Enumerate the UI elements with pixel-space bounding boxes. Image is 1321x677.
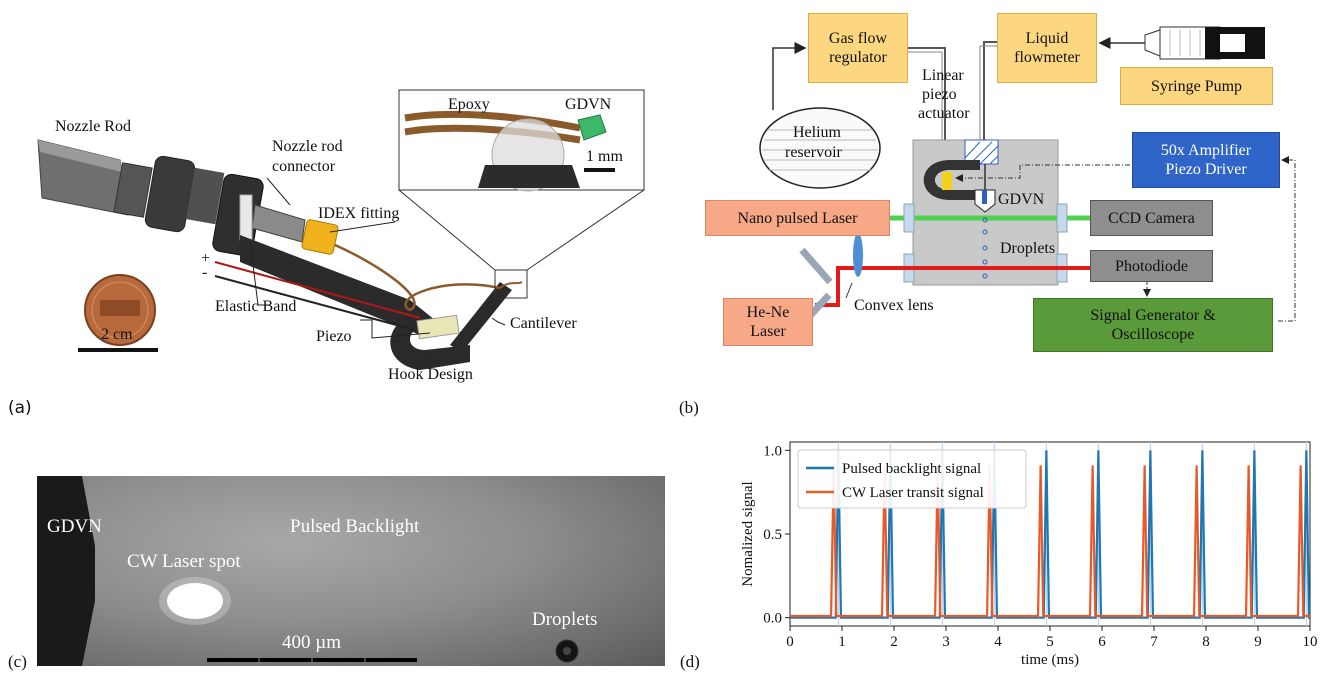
gas-flow-regulator-box: Gas flow regulator bbox=[808, 13, 908, 83]
inset-gdvn-label: GDVN bbox=[565, 96, 612, 113]
nozzle-rod-connector bbox=[251, 204, 306, 243]
panel-b-label: (b) bbox=[679, 398, 699, 417]
y-axis-label: Nomalized signal bbox=[740, 481, 756, 586]
panel-a-illustration bbox=[37, 89, 645, 370]
u-shaped-magnet bbox=[923, 160, 980, 200]
amplifier-label-1: 50x Amplifier bbox=[1160, 142, 1252, 159]
holder-arm bbox=[240, 235, 435, 335]
inset-scale-label: 1 mm bbox=[586, 148, 623, 165]
x-tick-label-1: 1 bbox=[838, 634, 846, 650]
panel-d-label: (d) bbox=[680, 652, 700, 671]
x-tick-label-4: 4 bbox=[994, 634, 1002, 650]
minus-sign: - bbox=[202, 264, 208, 281]
idex-fitting-label: IDEX fitting bbox=[318, 205, 400, 222]
panel-b-connectors bbox=[759, 26, 1296, 322]
x-tick-label-10: 10 bbox=[1303, 634, 1318, 650]
photodiode-label: Photodiode bbox=[1115, 257, 1188, 275]
legend-label-0: Pulsed backlight signal bbox=[842, 461, 981, 477]
gas-flow-label-2: regulator bbox=[829, 49, 887, 66]
amplifier-box: 50x Amplifier Piezo Driver bbox=[1132, 132, 1280, 188]
cantilever bbox=[450, 282, 512, 352]
c-droplets-label: Droplets bbox=[532, 609, 598, 630]
photodiode-box: Photodiode bbox=[1090, 250, 1213, 282]
helium-reservoir bbox=[759, 107, 881, 189]
he-ne-laser-box: He-Ne Laser bbox=[723, 298, 813, 346]
legend-label-1: CW Laser transit signal bbox=[842, 485, 984, 501]
y-tick-label-0: 0.0 bbox=[763, 611, 782, 627]
liquid-flowmeter-label-2: flowmeter bbox=[1014, 49, 1080, 66]
gdvn-tip-silhouette bbox=[37, 476, 95, 666]
nano-pulsed-laser-box: Nano pulsed Laser bbox=[705, 200, 890, 236]
amplifier-label-2: Piezo Driver bbox=[1165, 161, 1247, 178]
he-ne-label-1: He-Ne bbox=[746, 304, 790, 321]
x-tick-label-2: 2 bbox=[890, 634, 898, 650]
microscope-overlay bbox=[37, 476, 579, 666]
x-tick-label-5: 5 bbox=[1046, 634, 1054, 650]
y-tick-label-2: 1.0 bbox=[763, 443, 782, 459]
x-tick-label-3: 3 bbox=[942, 634, 950, 650]
legend-box bbox=[797, 449, 1027, 509]
signal-chart: 0 1 2 3 4 5 6 7 8 9 10 0.0 0.5 1.0 time (ms) Nomalized … bbox=[740, 441, 1318, 668]
panel-b: Gas flow regulator Liquid flowmeter Syri… bbox=[660, 0, 1321, 420]
panel-a-label: (a) bbox=[8, 398, 32, 418]
helium-label-1: Helium bbox=[793, 124, 841, 141]
panel-d: 0 1 2 3 4 5 6 7 8 9 10 0.0 0.5 1.0 time (ms) Nomalized … bbox=[680, 430, 1321, 677]
liquid-flowmeter-label-1: Liquid bbox=[1025, 30, 1069, 47]
convex-lens-label: Convex lens bbox=[854, 297, 934, 314]
droplets-label: Droplets bbox=[1000, 240, 1056, 257]
inset-gdvn-tip bbox=[577, 114, 607, 141]
helium-label-2: reservoir bbox=[785, 144, 842, 161]
liquid-flowmeter-box: Liquid flowmeter bbox=[997, 13, 1097, 83]
he-ne-label-2: Laser bbox=[750, 323, 786, 340]
plus-sign: + bbox=[201, 250, 211, 267]
idex-fitting bbox=[301, 219, 339, 255]
x-tick-label-7: 7 bbox=[1150, 634, 1158, 650]
panel-a: Nozzle Rod Nozzle rod connector IDEX fit… bbox=[0, 0, 660, 420]
x-tick-label-8: 8 bbox=[1202, 634, 1210, 650]
syringe-pump-box: Syringe Pump bbox=[1120, 67, 1273, 105]
connector-label-2: connector bbox=[272, 158, 336, 175]
linear-piezo-label-3: actuator bbox=[918, 105, 970, 122]
gas-flow-label-1: Gas flow bbox=[828, 30, 888, 47]
connector-label-1: Nozzle rod bbox=[272, 138, 343, 155]
red-laser-beam bbox=[815, 266, 1090, 307]
convex-lens bbox=[853, 233, 863, 277]
microscope-image: GDVN Pulsed Backlight CW Laser spot Drop… bbox=[37, 476, 665, 666]
nano-pulsed-laser-label: Nano pulsed Laser bbox=[737, 209, 858, 227]
c-scale-label: 400 µm bbox=[282, 632, 341, 653]
signal-gen-label-2: Oscilloscope bbox=[1111, 326, 1195, 343]
inset-epoxy-label: Epoxy bbox=[448, 96, 490, 113]
x-tick-label-9: 9 bbox=[1254, 634, 1262, 650]
nozzle-rod-label: Nozzle Rod bbox=[55, 118, 131, 135]
c-pulsed-backlight-label: Pulsed Backlight bbox=[290, 516, 420, 537]
hook-design-label: Hook Design bbox=[388, 366, 473, 383]
syringe-pump-label: Syringe Pump bbox=[1150, 77, 1243, 95]
c-gdvn-label: GDVN bbox=[47, 516, 102, 537]
x-axis-label: time (ms) bbox=[1021, 652, 1079, 668]
legend: Pulsed backlight signal CW Laser transit … bbox=[797, 449, 1027, 509]
elastic-band-label: Elastic Band bbox=[215, 298, 297, 315]
y-tick-label-1: 0.5 bbox=[763, 527, 782, 543]
signal-generator-box: Signal Generator & Oscilloscope bbox=[1033, 298, 1273, 352]
panel-c: GDVN Pulsed Backlight CW Laser spot Drop… bbox=[0, 430, 680, 677]
linear-piezo-label-1: Linear bbox=[922, 67, 964, 84]
signal-gen-label-1: Signal Generator & bbox=[1090, 307, 1216, 324]
cw-laser-spot bbox=[167, 583, 223, 619]
x-tick-label-6: 6 bbox=[1098, 634, 1106, 650]
ccd-camera-box: CCD Camera bbox=[1090, 200, 1213, 236]
x-tick-label-0: 0 bbox=[786, 634, 794, 650]
mirror-top bbox=[799, 247, 833, 285]
penny-scale-label: 2 cm bbox=[101, 326, 133, 343]
panel-c-label: (c) bbox=[8, 652, 27, 671]
c-cw-laser-spot-label: CW Laser spot bbox=[127, 551, 241, 572]
cantilever-label: Cantilever bbox=[510, 315, 577, 332]
ccd-camera-label: CCD Camera bbox=[1108, 209, 1195, 227]
piezo-label: Piezo bbox=[316, 328, 352, 345]
linear-piezo-label-2: piezo bbox=[922, 86, 957, 103]
gdvn-label: GDVN bbox=[998, 191, 1045, 208]
